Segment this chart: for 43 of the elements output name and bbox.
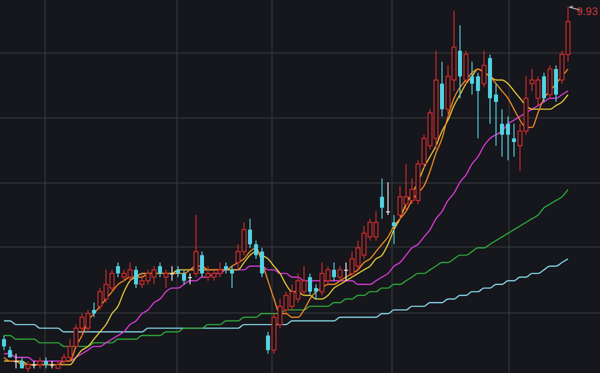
candlestick [260, 247, 264, 278]
candlestick [20, 356, 24, 369]
text: 9.93 [576, 6, 598, 18]
candlestick [494, 83, 498, 146]
candlestick [200, 251, 204, 278]
candlestick [392, 214, 396, 245]
candlestick [482, 50, 486, 88]
candlestick [386, 182, 390, 216]
candlestick [248, 218, 252, 248]
candlestick [380, 178, 384, 220]
candlestick [266, 331, 270, 354]
candlestick [134, 266, 138, 289]
candlestick [344, 262, 348, 282]
candlestick [224, 262, 228, 274]
candlestick [308, 272, 312, 296]
candlestick [506, 116, 510, 161]
candlestick [44, 356, 48, 369]
candlestick [470, 61, 474, 96]
candlestick [92, 302, 96, 318]
candlestick [476, 72, 480, 139]
candlestick [8, 346, 12, 358]
candlestick [254, 240, 258, 260]
candlestick [314, 284, 318, 300]
candlestick [512, 123, 516, 158]
candlestick [2, 335, 6, 351]
candlestick [158, 262, 162, 278]
candlestick [14, 353, 18, 369]
candlestick [332, 262, 336, 282]
candlestick [188, 272, 192, 285]
candlestick [164, 269, 168, 289]
candlestick [194, 214, 198, 278]
candlestick [32, 360, 36, 369]
candlestick [230, 266, 234, 289]
candlestick [542, 72, 546, 102]
candlestick [38, 356, 42, 369]
candlestick [338, 266, 342, 282]
candlestick [176, 266, 180, 278]
candlestick [182, 269, 186, 285]
candlestick [50, 360, 54, 369]
candlestick [116, 262, 120, 278]
candlestick [500, 108, 504, 158]
candlestick [26, 360, 30, 372]
candlestick [170, 266, 174, 282]
